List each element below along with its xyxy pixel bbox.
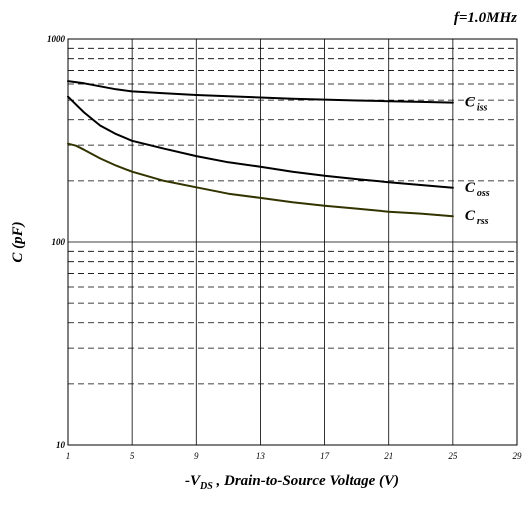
frequency-annotation: f=1.0MHz bbox=[454, 10, 517, 26]
x-tick-label: 29 bbox=[513, 451, 523, 461]
x-axis-label-subscript: DS bbox=[199, 481, 213, 492]
x-tick-label: 1 bbox=[66, 451, 71, 461]
series-label-subscript: oss bbox=[477, 188, 490, 199]
x-tick-label: 5 bbox=[130, 451, 135, 461]
series-label-subscript: iss bbox=[477, 103, 488, 114]
y-tick-label: 1000 bbox=[47, 34, 66, 44]
x-axis-label-rest: , Drain-to-Source Voltage (V) bbox=[213, 473, 399, 489]
series-line-oss bbox=[67, 95, 454, 189]
x-tick-label: 17 bbox=[320, 451, 330, 461]
x-tick-labels: 1 5 9 13 17 21 25 29 bbox=[66, 451, 522, 461]
x-tick-label: 9 bbox=[194, 451, 199, 461]
series-line-iss bbox=[67, 80, 454, 104]
series-layer bbox=[67, 80, 454, 218]
series-line-rss bbox=[67, 142, 454, 218]
grid bbox=[68, 39, 517, 445]
y-tick-labels: 1000 100 10 bbox=[47, 34, 66, 450]
x-axis-label: -VDS , Drain-to-Source Voltage (V) bbox=[185, 473, 399, 492]
y-tick-label: 100 bbox=[52, 237, 66, 247]
x-tick-label: 25 bbox=[448, 451, 458, 461]
x-axis-label-prefix: -V bbox=[185, 473, 202, 489]
y-tick-label: 10 bbox=[56, 440, 66, 450]
series-label-main: C bbox=[465, 180, 476, 196]
series-label-main: C bbox=[465, 95, 476, 111]
x-tick-label: 21 bbox=[384, 451, 393, 461]
series-label-subscript: rss bbox=[477, 216, 489, 227]
x-tick-label: 13 bbox=[256, 451, 266, 461]
y-axis-label: C (pF) bbox=[10, 221, 26, 262]
series-label-main: C bbox=[465, 208, 476, 224]
plot-frame bbox=[67, 38, 518, 446]
